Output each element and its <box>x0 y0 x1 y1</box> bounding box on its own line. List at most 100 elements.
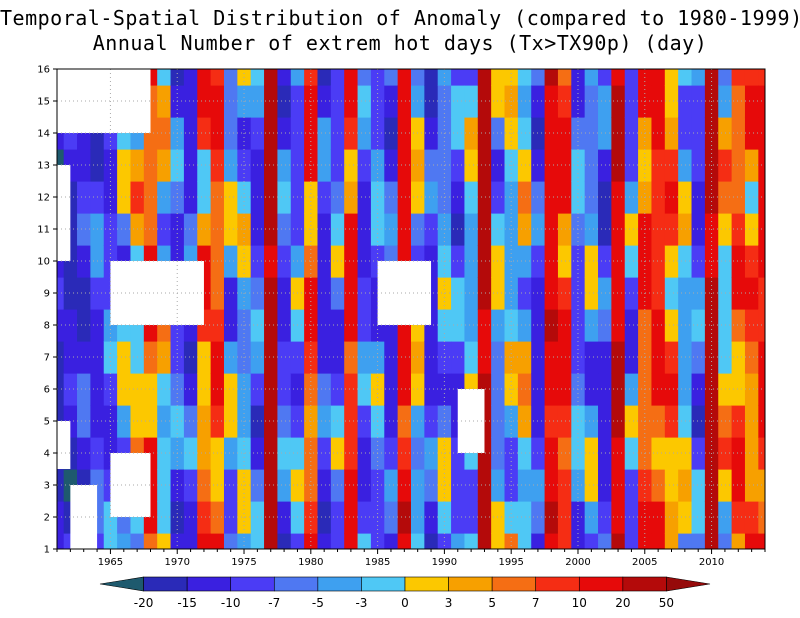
heatmap-cell <box>264 341 279 374</box>
heatmap-cell <box>557 533 572 549</box>
heatmap-cell <box>611 501 626 534</box>
heatmap-cell <box>117 341 132 374</box>
heatmap-cell <box>384 69 399 86</box>
heatmap-cell <box>557 309 572 342</box>
colorbar-swatch <box>535 576 580 592</box>
heatmap-cell <box>651 69 666 86</box>
heatmap-cell <box>344 437 359 470</box>
heatmap-cell <box>157 469 172 502</box>
heatmap-cell <box>277 117 292 150</box>
heatmap-cell <box>624 469 639 502</box>
heatmap-cell <box>277 181 292 214</box>
heatmap-cell <box>691 245 706 278</box>
y-tick-label: 7 <box>44 353 50 364</box>
heatmap-cell <box>584 85 599 118</box>
heatmap-cell <box>157 341 172 374</box>
heatmap-cell <box>384 85 399 118</box>
heatmap-cell <box>491 437 506 470</box>
missing-data-block <box>457 389 485 453</box>
heatmap-cell <box>183 69 198 86</box>
heatmap-cell <box>731 69 746 86</box>
heatmap-cell <box>624 533 639 549</box>
heatmap-cell <box>744 85 759 118</box>
heatmap-cell <box>223 85 238 118</box>
heatmap-cell <box>651 277 666 310</box>
heatmap-cell <box>477 213 492 246</box>
heatmap-cell <box>624 181 639 214</box>
heatmap-cell <box>357 181 372 214</box>
heatmap-cell <box>197 405 212 438</box>
heatmap-cell <box>544 181 559 214</box>
heatmap-cell <box>464 245 479 278</box>
heatmap-cell <box>598 117 612 150</box>
heatmap-cell <box>557 341 572 374</box>
heatmap-cell <box>264 149 279 182</box>
heatmap-cell <box>651 309 666 342</box>
heatmap-cell <box>250 69 265 86</box>
heatmap-cell <box>223 437 238 470</box>
heatmap-cell <box>557 213 572 246</box>
heatmap-cell <box>477 245 492 278</box>
heatmap-cell <box>63 373 78 406</box>
colorbar-label: -7 <box>268 596 280 610</box>
heatmap-cell <box>464 85 479 118</box>
heatmap-cell <box>664 181 679 214</box>
heatmap-cell <box>624 341 639 374</box>
y-tick-label: 12 <box>37 193 50 204</box>
heatmap-cell <box>277 469 292 502</box>
heatmap-cell <box>557 437 572 470</box>
heatmap-cell <box>531 69 546 86</box>
heatmap-cell <box>277 373 292 406</box>
heatmap-cell <box>664 117 679 150</box>
heatmap-cell <box>651 213 666 246</box>
heatmap-cell <box>584 213 599 246</box>
heatmap-cell <box>557 117 572 150</box>
heatmap-cell <box>424 501 439 534</box>
heatmap-cell <box>451 245 466 278</box>
missing-data-blocks <box>57 69 485 549</box>
heatmap-cell <box>517 277 532 310</box>
heatmap-cell <box>731 277 746 310</box>
heatmap-cell <box>664 277 679 310</box>
heatmap-cell <box>744 469 759 502</box>
heatmap-cell <box>611 117 626 150</box>
heatmap-cell <box>424 117 439 150</box>
heatmap-cell <box>411 69 425 86</box>
heatmap-cell <box>264 437 279 470</box>
heatmap-cell <box>57 501 65 534</box>
colorbar-swatch <box>317 576 362 592</box>
heatmap-cell <box>344 341 359 374</box>
heatmap-cell <box>731 341 746 374</box>
heatmap-cell <box>317 469 332 502</box>
heatmap-cell <box>317 533 332 549</box>
heatmap-cell <box>491 533 506 549</box>
heatmap-cell <box>357 117 372 150</box>
heatmap-cell <box>758 533 765 549</box>
grid-lines <box>57 68 765 550</box>
heatmap-cell <box>57 277 65 310</box>
heatmap-cell <box>531 85 546 118</box>
heatmap-cell <box>424 341 439 374</box>
colorbar-label: 3 <box>445 596 453 610</box>
heatmap-cell <box>691 117 706 150</box>
heatmap-cell <box>624 277 639 310</box>
heatmap-cell <box>344 501 359 534</box>
colorbar-swatch <box>448 576 493 592</box>
heatmap-cell <box>384 533 399 549</box>
heatmap-cell <box>664 437 679 470</box>
heatmap-cell <box>397 405 412 438</box>
heatmap-cell <box>57 341 65 374</box>
x-tick-label: 1975 <box>231 557 256 568</box>
colorbar-label: 10 <box>572 596 587 610</box>
heatmap-cell <box>477 117 492 150</box>
heatmap-cell <box>223 309 238 342</box>
heatmap-cell <box>451 149 466 182</box>
heatmap-cell <box>384 213 399 246</box>
heatmap-cell <box>464 277 479 310</box>
heatmap-cell <box>584 469 599 502</box>
x-axis: 1965 1970 1975 1980 1985 1990 1995 2000 2005 2010 <box>56 549 766 568</box>
heatmap-cell <box>197 69 212 86</box>
heatmap-cell <box>731 245 746 278</box>
heatmap-cell <box>718 533 733 549</box>
heatmap-cells <box>57 69 765 549</box>
